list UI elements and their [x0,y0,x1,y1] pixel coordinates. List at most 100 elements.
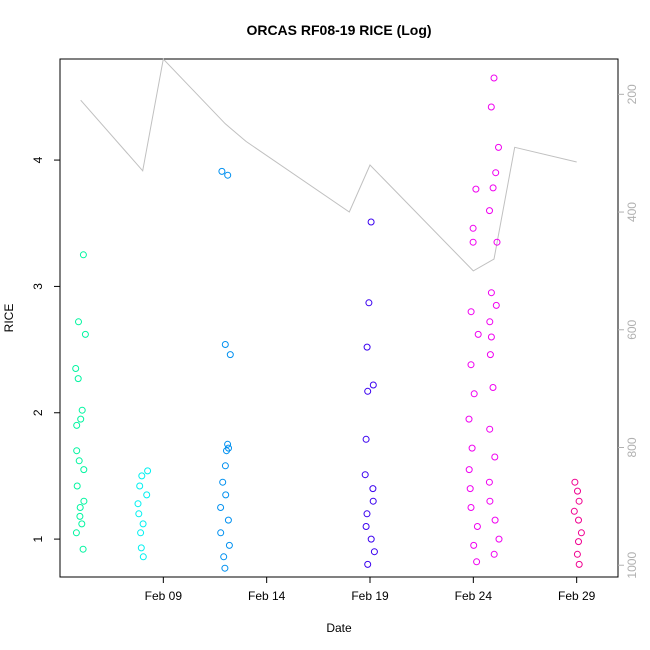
chart-title: ORCAS RF08-19 RICE (Log) [246,22,431,38]
data-point [136,482,144,490]
y-tick-label: 1 [31,535,45,542]
data-point [223,447,230,455]
data-point [134,500,142,508]
y2-tick-label: 600 [625,319,639,339]
y-axis-label: RICE [2,304,16,333]
data-point [369,485,377,493]
data-point [495,143,502,151]
data-point [78,520,86,528]
data-point [143,491,151,499]
data-point [468,444,476,452]
data-point [467,308,475,316]
data-point [76,512,84,520]
data-point [221,462,229,470]
data-point [575,538,582,546]
data-point [224,516,232,524]
y2-tick-label: 200 [625,84,639,104]
data-point [363,510,371,518]
data-point [574,487,581,495]
data-point [367,535,375,543]
data-point [575,497,583,505]
y2-tick-label: 800 [625,437,639,457]
data-point [485,478,493,486]
data-point [221,564,229,572]
data-point [144,467,152,475]
data-point [226,351,234,359]
data-point [467,361,475,369]
data-point [217,504,225,511]
data-point [362,435,370,443]
data-point [570,507,578,515]
data-point [77,415,85,423]
data-point [486,425,494,433]
data-point [219,478,227,486]
data-point [224,171,232,179]
data-point [220,553,228,561]
data-point [473,523,481,530]
altitude-line [80,57,577,272]
data-point [138,472,146,480]
data-point [490,550,498,558]
data-point [367,218,375,226]
data-point [74,375,82,383]
x-tick-label: Feb 09 [145,589,183,603]
data-point [370,548,378,556]
y2-tick-label: 1000 [625,552,639,579]
data-points [72,74,585,572]
data-point [470,541,478,549]
data-point [80,497,88,505]
data-point [78,406,86,414]
data-point [470,390,478,398]
data-point [575,516,582,524]
data-point [221,341,229,348]
y2-tick-label: 400 [625,202,639,222]
data-point [487,333,495,341]
data-point [493,238,501,246]
data-point [135,510,143,518]
y-tick-label: 3 [31,283,45,290]
altitude-trace [80,57,577,272]
y2-axis: 200 400 600 800 1000 [618,84,639,579]
data-point [573,550,581,558]
data-point [487,103,495,111]
data-point [81,330,89,338]
data-point [489,184,497,192]
x-axis-label: Date [326,621,352,635]
data-point [362,523,370,530]
data-point [73,421,81,429]
data-point [577,529,585,537]
x-tick-label: Feb 29 [558,589,596,603]
data-point [363,343,371,351]
x-tick-label: Feb 14 [248,589,286,603]
data-point [469,224,477,232]
data-point [466,485,474,493]
data-point [465,415,473,423]
data-point [492,301,500,309]
data-point [361,471,369,479]
data-point [76,504,84,511]
data-point [365,299,373,307]
data-point [79,545,87,553]
data-point [218,167,226,175]
data-point [80,466,88,474]
x-tick-label: Feb 19 [351,589,389,603]
data-point [224,440,232,448]
data-point [467,504,475,511]
data-point [489,384,497,391]
data-point [75,457,83,465]
data-point [490,74,498,82]
data-point [139,520,147,528]
data-point [75,318,82,326]
data-point [73,447,81,455]
data-point [137,544,145,552]
y-tick-label: 4 [31,156,45,163]
data-point [72,365,80,372]
data-point [369,381,377,389]
data-point [222,491,230,499]
data-point [473,558,481,566]
data-point [369,497,377,505]
data-point [491,453,499,461]
data-point [486,497,494,505]
y-axis: 1 2 3 4 [31,156,60,542]
